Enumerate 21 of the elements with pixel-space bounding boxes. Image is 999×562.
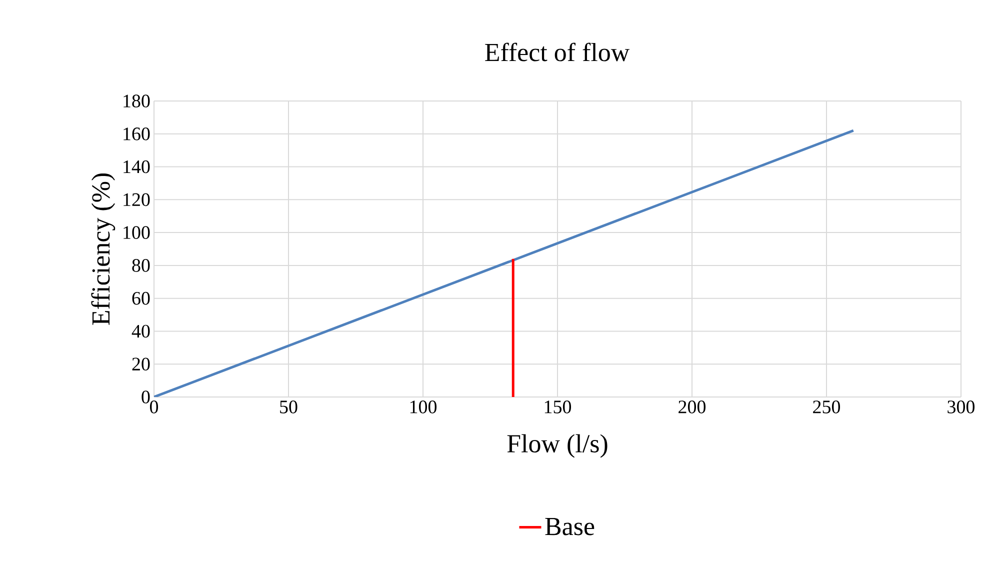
y-tick-label: 40 [132,324,150,338]
y-tick-label: 180 [124,94,150,108]
y-tick-label: 160 [124,127,150,140]
legend-label: Base [545,518,594,536]
x-tick-label: 200 [678,400,706,414]
y-tick-label: 20 [132,358,150,371]
chart-title: Effect of flow [485,42,630,62]
y-tick-label: 140 [124,160,150,174]
x-tick-label: 300 [948,400,975,414]
y-tick-label: 120 [124,193,150,206]
x-tick-label: 100 [410,400,437,414]
y-axis-title: Efficiency (%) [91,174,116,325]
x-tick-label: 150 [544,400,572,414]
y-tick-label: 100 [124,226,150,239]
y-tick-label: 60 [132,292,150,305]
x-tick-label: 0 [150,400,158,414]
x-tick-label: 50 [280,400,298,414]
x-tick-label: 250 [813,400,840,414]
x-axis-title: Flow (l/s) [507,434,608,458]
y-tick-label: 80 [132,259,150,272]
y-tick-label: 0 [142,390,150,404]
